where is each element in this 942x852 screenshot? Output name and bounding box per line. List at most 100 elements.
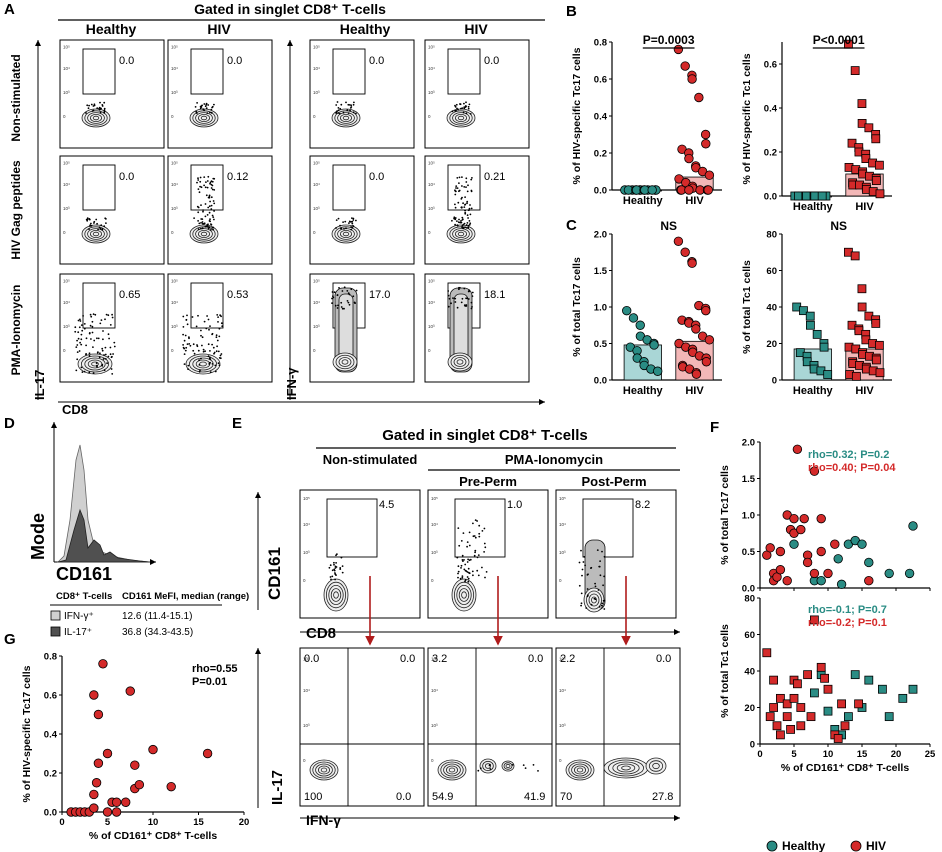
y-tick-label: 0.0 — [44, 808, 57, 819]
axis-tick-label: 0 — [63, 114, 66, 119]
data-point — [817, 191, 827, 201]
event-dot — [74, 326, 77, 329]
data-point — [775, 546, 786, 557]
event-dot — [464, 196, 466, 199]
event-dot — [463, 559, 465, 561]
data-point — [125, 686, 135, 696]
data-point — [148, 744, 158, 755]
population-contour — [456, 359, 464, 365]
event-dot — [206, 214, 209, 216]
flow-gate — [190, 48, 224, 95]
panel-a-row-label: Non-stimulated — [9, 54, 23, 141]
correlation-annotation: rho=0.55 — [192, 663, 238, 675]
data-point — [89, 690, 99, 700]
data-point — [805, 311, 815, 321]
axis-tick-label: 10³ — [428, 324, 435, 329]
event-dot — [205, 327, 208, 330]
event-dot — [92, 109, 95, 112]
flow-plot: 10⁵ 10⁴ 10³ 0 0.12 — [167, 155, 273, 265]
data-point — [850, 251, 860, 261]
population-contour — [81, 108, 111, 128]
event-dot — [468, 207, 471, 210]
event-dot — [182, 333, 185, 336]
event-dot — [355, 112, 357, 115]
event-dot — [468, 209, 471, 211]
legend-healthy-marker — [766, 840, 778, 852]
event-dot — [593, 597, 596, 600]
event-dot — [201, 227, 204, 230]
y-tick-label: 1.0 — [594, 303, 607, 314]
event-dot — [463, 102, 465, 105]
event-dot — [339, 107, 342, 110]
axis-tick-label: 0 — [428, 348, 431, 353]
event-dot — [328, 566, 331, 569]
event-dot — [464, 203, 467, 206]
y-tick-label: 0.2 — [44, 769, 57, 780]
event-dot — [458, 288, 460, 291]
y-tick-label: 0.4 — [594, 112, 608, 123]
event-dot — [111, 355, 113, 358]
data-point — [837, 699, 846, 709]
x-tick-label: HIV — [855, 201, 874, 213]
event-dot — [335, 227, 337, 229]
x-tick-label: 20 — [891, 749, 902, 760]
event-dot — [210, 223, 212, 226]
population-contour — [337, 112, 355, 124]
event-dot — [455, 187, 457, 189]
event-dot — [461, 575, 464, 577]
population-contour — [339, 229, 352, 238]
event-dot — [451, 219, 453, 222]
event-dot — [335, 562, 337, 564]
population-contour — [446, 224, 476, 244]
data-point — [840, 721, 850, 731]
x-tick-label: HIV — [855, 385, 874, 397]
event-dot — [182, 344, 185, 346]
event-dot — [458, 544, 461, 547]
data-point — [851, 371, 861, 381]
y-tick-label: 1.0 — [742, 511, 755, 522]
axis-tick-label: 10⁵ — [431, 496, 438, 501]
panel-d: Mode CD161 CD8⁺ T-cells CD161 MeFI, medi… — [28, 422, 249, 638]
event-dot — [197, 188, 200, 191]
data-point — [687, 258, 697, 268]
legend-hiv-label: HIV — [866, 839, 886, 852]
data-point — [102, 748, 113, 759]
axis-tick-label: 10³ — [171, 206, 178, 211]
population-contour — [457, 115, 465, 121]
event-dot — [101, 105, 104, 107]
event-dot — [457, 221, 460, 224]
data-point — [794, 191, 803, 201]
axis-tick-label: 0 — [171, 348, 174, 353]
event-dot — [103, 112, 106, 114]
event-dot — [106, 362, 108, 365]
event-dot — [466, 561, 469, 563]
panel-a-group-label: HIV — [464, 21, 488, 37]
event-dot — [104, 353, 107, 356]
event-dot — [337, 112, 340, 114]
event-dot — [187, 368, 190, 370]
data-point — [857, 302, 867, 312]
data-point — [857, 284, 867, 294]
axis-tick-label: 0 — [559, 758, 562, 763]
data-point — [93, 758, 104, 768]
event-dot — [197, 228, 200, 231]
event-dot — [212, 216, 215, 219]
event-dot — [91, 320, 94, 323]
population-contour — [452, 228, 470, 240]
event-dot — [80, 338, 83, 341]
event-dot — [471, 306, 473, 308]
event-dot — [208, 205, 211, 208]
event-dot — [96, 364, 98, 367]
event-dot — [468, 223, 471, 226]
axis-tick-label: 10³ — [171, 324, 178, 329]
event-dot — [463, 568, 466, 571]
data-point — [802, 557, 813, 568]
event-dot — [352, 217, 355, 220]
axis-tick-label: 0 — [431, 578, 434, 583]
panel-letter-d: D — [4, 415, 15, 432]
event-dot — [481, 530, 484, 532]
event-dot — [355, 289, 358, 292]
population-contour — [331, 108, 361, 128]
y-tick-label: 80 — [744, 594, 755, 605]
axis-tick-label: 0 — [63, 348, 66, 353]
